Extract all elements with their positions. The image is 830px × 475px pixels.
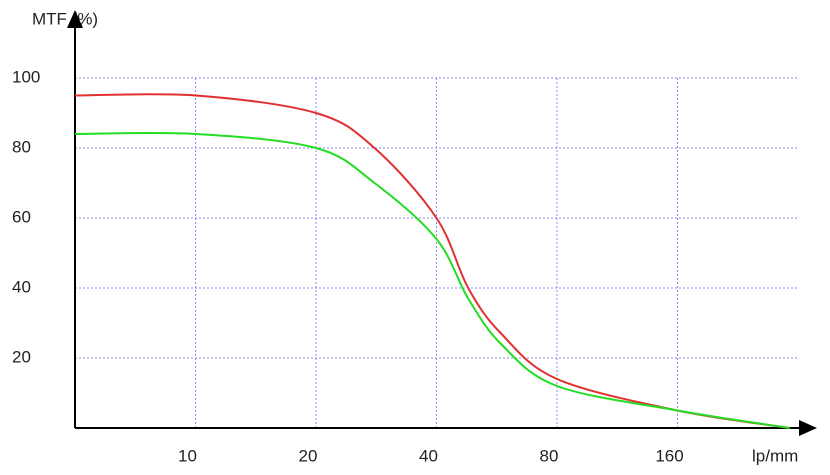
x-axis-label: lp/mm (752, 446, 798, 465)
x-tick-label: 40 (419, 446, 438, 465)
y-tick-label: 80 (12, 137, 31, 156)
x-tick-label: 160 (655, 446, 683, 465)
y-tick-label: 60 (12, 207, 31, 226)
x-tick-label: 80 (540, 446, 559, 465)
y-tick-label: 20 (12, 347, 31, 366)
y-tick-label: 40 (12, 277, 31, 296)
x-tick-label: 10 (178, 446, 197, 465)
y-tick-label: 100 (12, 67, 40, 86)
x-tick-label: 20 (299, 446, 318, 465)
y-axis-label: MTF (%) (32, 9, 98, 28)
line-series (74, 93, 790, 429)
line-series (74, 131, 790, 429)
